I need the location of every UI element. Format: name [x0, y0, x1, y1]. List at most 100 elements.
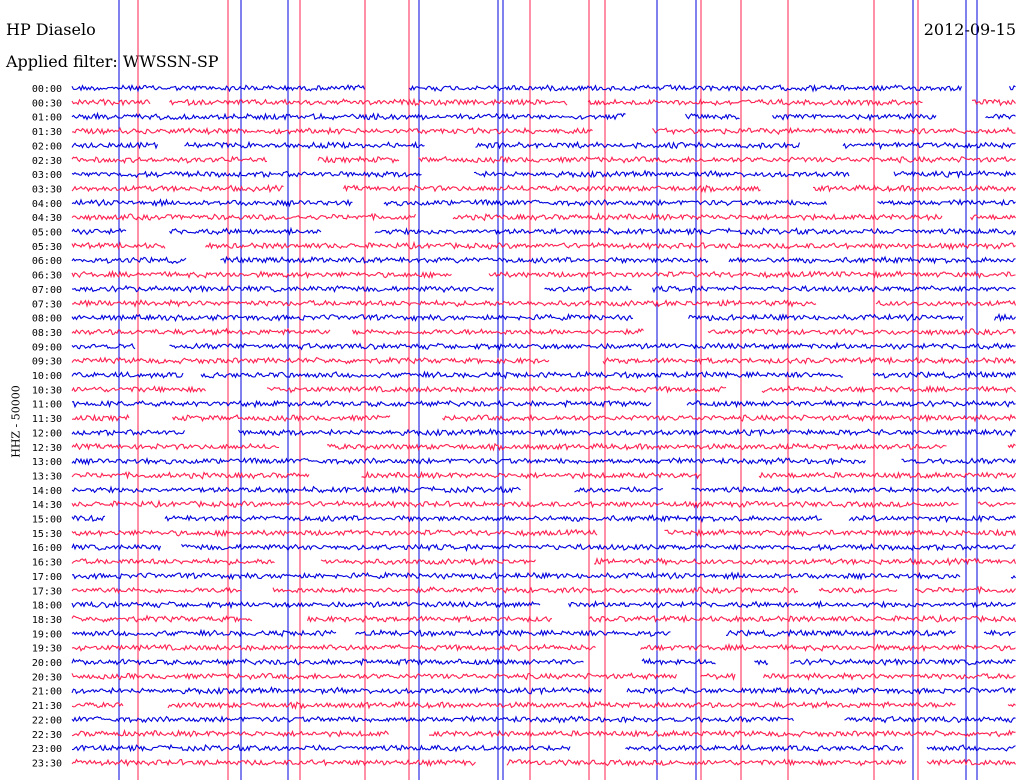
- seismic-trace: [71, 413, 1016, 423]
- row-tick-label: 10:00: [32, 371, 62, 382]
- row-tick-label: 20:30: [32, 672, 62, 683]
- row-tick-label: 09:30: [32, 357, 62, 368]
- row-tick-label: 15:30: [32, 529, 62, 540]
- row-tick-label: 16:00: [32, 543, 62, 554]
- seismic-trace: [71, 83, 1016, 93]
- row-tick-label: 12:30: [32, 443, 62, 454]
- row-tick-label: 15:00: [32, 515, 62, 526]
- row-tick-label: 23:30: [32, 758, 62, 769]
- seismic-trace: [71, 743, 1016, 753]
- seismic-trace: [71, 384, 1016, 394]
- row-tick-label: 02:00: [32, 141, 62, 152]
- seismic-trace: [71, 557, 1017, 567]
- filter-label: Applied filter: WWSSN-SP: [6, 52, 219, 71]
- row-tick-label: 21:00: [32, 687, 62, 698]
- seismic-trace: [71, 528, 1017, 538]
- seismic-trace: [71, 370, 1016, 380]
- seismic-trace: [71, 240, 1016, 251]
- seismic-trace: [71, 169, 1016, 179]
- seismic-trace: [71, 356, 1016, 366]
- seismic-trace: [71, 614, 1017, 624]
- row-tick-label: 04:30: [32, 213, 62, 224]
- seismic-trace: [71, 399, 1016, 409]
- row-tick-label: 05:30: [32, 242, 62, 253]
- seismic-trace: [71, 111, 1016, 122]
- seismic-trace: [71, 686, 1016, 696]
- seismic-trace: [71, 97, 1016, 107]
- seismic-trace: [71, 571, 1016, 581]
- seismic-trace: [71, 513, 1016, 524]
- seismic-trace: [71, 758, 1016, 768]
- row-tick-label: 19:30: [32, 644, 62, 655]
- seismic-trace: [71, 284, 1016, 294]
- row-tick-label: 13:00: [32, 457, 62, 468]
- record-date: 2012-09-15: [923, 20, 1016, 39]
- seismic-trace: [71, 255, 1016, 265]
- seismic-trace: [71, 198, 1016, 208]
- seismic-trace: [71, 657, 1016, 667]
- row-tick-label: 05:00: [32, 228, 62, 239]
- seismic-trace: [71, 628, 1016, 638]
- row-tick-label: 06:30: [32, 271, 62, 282]
- row-tick-label: 20:00: [32, 658, 62, 669]
- seismic-trace: [71, 312, 1016, 323]
- seismic-trace: [71, 212, 1016, 222]
- seismic-trace: [71, 341, 1016, 351]
- row-tick-label: 14:30: [32, 500, 62, 511]
- row-tick-label: 08:00: [32, 314, 62, 325]
- row-tick-label: 00:30: [32, 98, 62, 109]
- row-tick-label: 03:00: [32, 170, 62, 181]
- row-tick-label: 23:00: [32, 744, 62, 755]
- seismic-trace: [71, 126, 1016, 136]
- row-tick-label: 04:00: [32, 199, 62, 210]
- row-tick-label: 06:00: [32, 256, 62, 267]
- seismic-trace: [71, 470, 1017, 480]
- seismic-trace: [71, 700, 1016, 710]
- seismic-trace: [71, 642, 1016, 653]
- row-tick-label: 18:30: [32, 615, 62, 626]
- row-tick-label: 10:30: [32, 385, 62, 396]
- row-tick-label: 00:00: [32, 84, 62, 95]
- seismic-trace: [71, 714, 1016, 724]
- seismic-trace: [71, 427, 1016, 438]
- row-tick-label: 16:30: [32, 558, 62, 569]
- row-tick-label: 11:00: [32, 400, 62, 411]
- row-tick-label: 13:30: [32, 471, 62, 482]
- row-tick-label: 01:00: [32, 113, 62, 124]
- row-tick-label: 09:00: [32, 342, 62, 353]
- row-tick-label: 02:30: [32, 156, 62, 167]
- row-tick-label: 22:00: [32, 715, 62, 726]
- seismic-trace: [71, 456, 1016, 466]
- row-tick-label: 01:30: [32, 127, 62, 138]
- row-tick-label: 21:30: [32, 701, 62, 712]
- seismic-trace: [71, 298, 1017, 308]
- row-tick-label: 22:30: [32, 730, 62, 741]
- seismic-trace: [71, 327, 1016, 337]
- row-tick-label: 14:00: [32, 486, 62, 497]
- seismic-trace: [71, 728, 1016, 738]
- seismic-trace: [71, 599, 1016, 610]
- seismic-trace: [71, 499, 1016, 509]
- row-tick-label: 07:00: [32, 285, 62, 296]
- seismic-trace: [71, 585, 1016, 595]
- seismic-trace: [71, 226, 1017, 236]
- seismic-trace: [71, 485, 1016, 495]
- row-tick-label: 11:30: [32, 414, 62, 425]
- seismic-trace: [71, 155, 1016, 165]
- row-tick-label: 12:00: [32, 428, 62, 439]
- row-tick-label: 08:30: [32, 328, 62, 339]
- row-tick-label: 17:00: [32, 572, 62, 583]
- seismic-trace: [71, 442, 1016, 452]
- seismic-trace: [71, 269, 1016, 280]
- seismic-trace: [71, 140, 1016, 151]
- seismic-trace: [71, 671, 1016, 682]
- row-tick-label: 03:30: [32, 184, 62, 195]
- station-title: HP Diaselo: [6, 20, 96, 39]
- seismic-trace: [71, 183, 1016, 194]
- row-tick-label: 17:30: [32, 586, 62, 597]
- row-tick-label: 07:30: [32, 299, 62, 310]
- seismic-trace: [71, 542, 1016, 553]
- row-tick-label: 18:00: [32, 601, 62, 612]
- row-tick-label: 19:00: [32, 629, 62, 640]
